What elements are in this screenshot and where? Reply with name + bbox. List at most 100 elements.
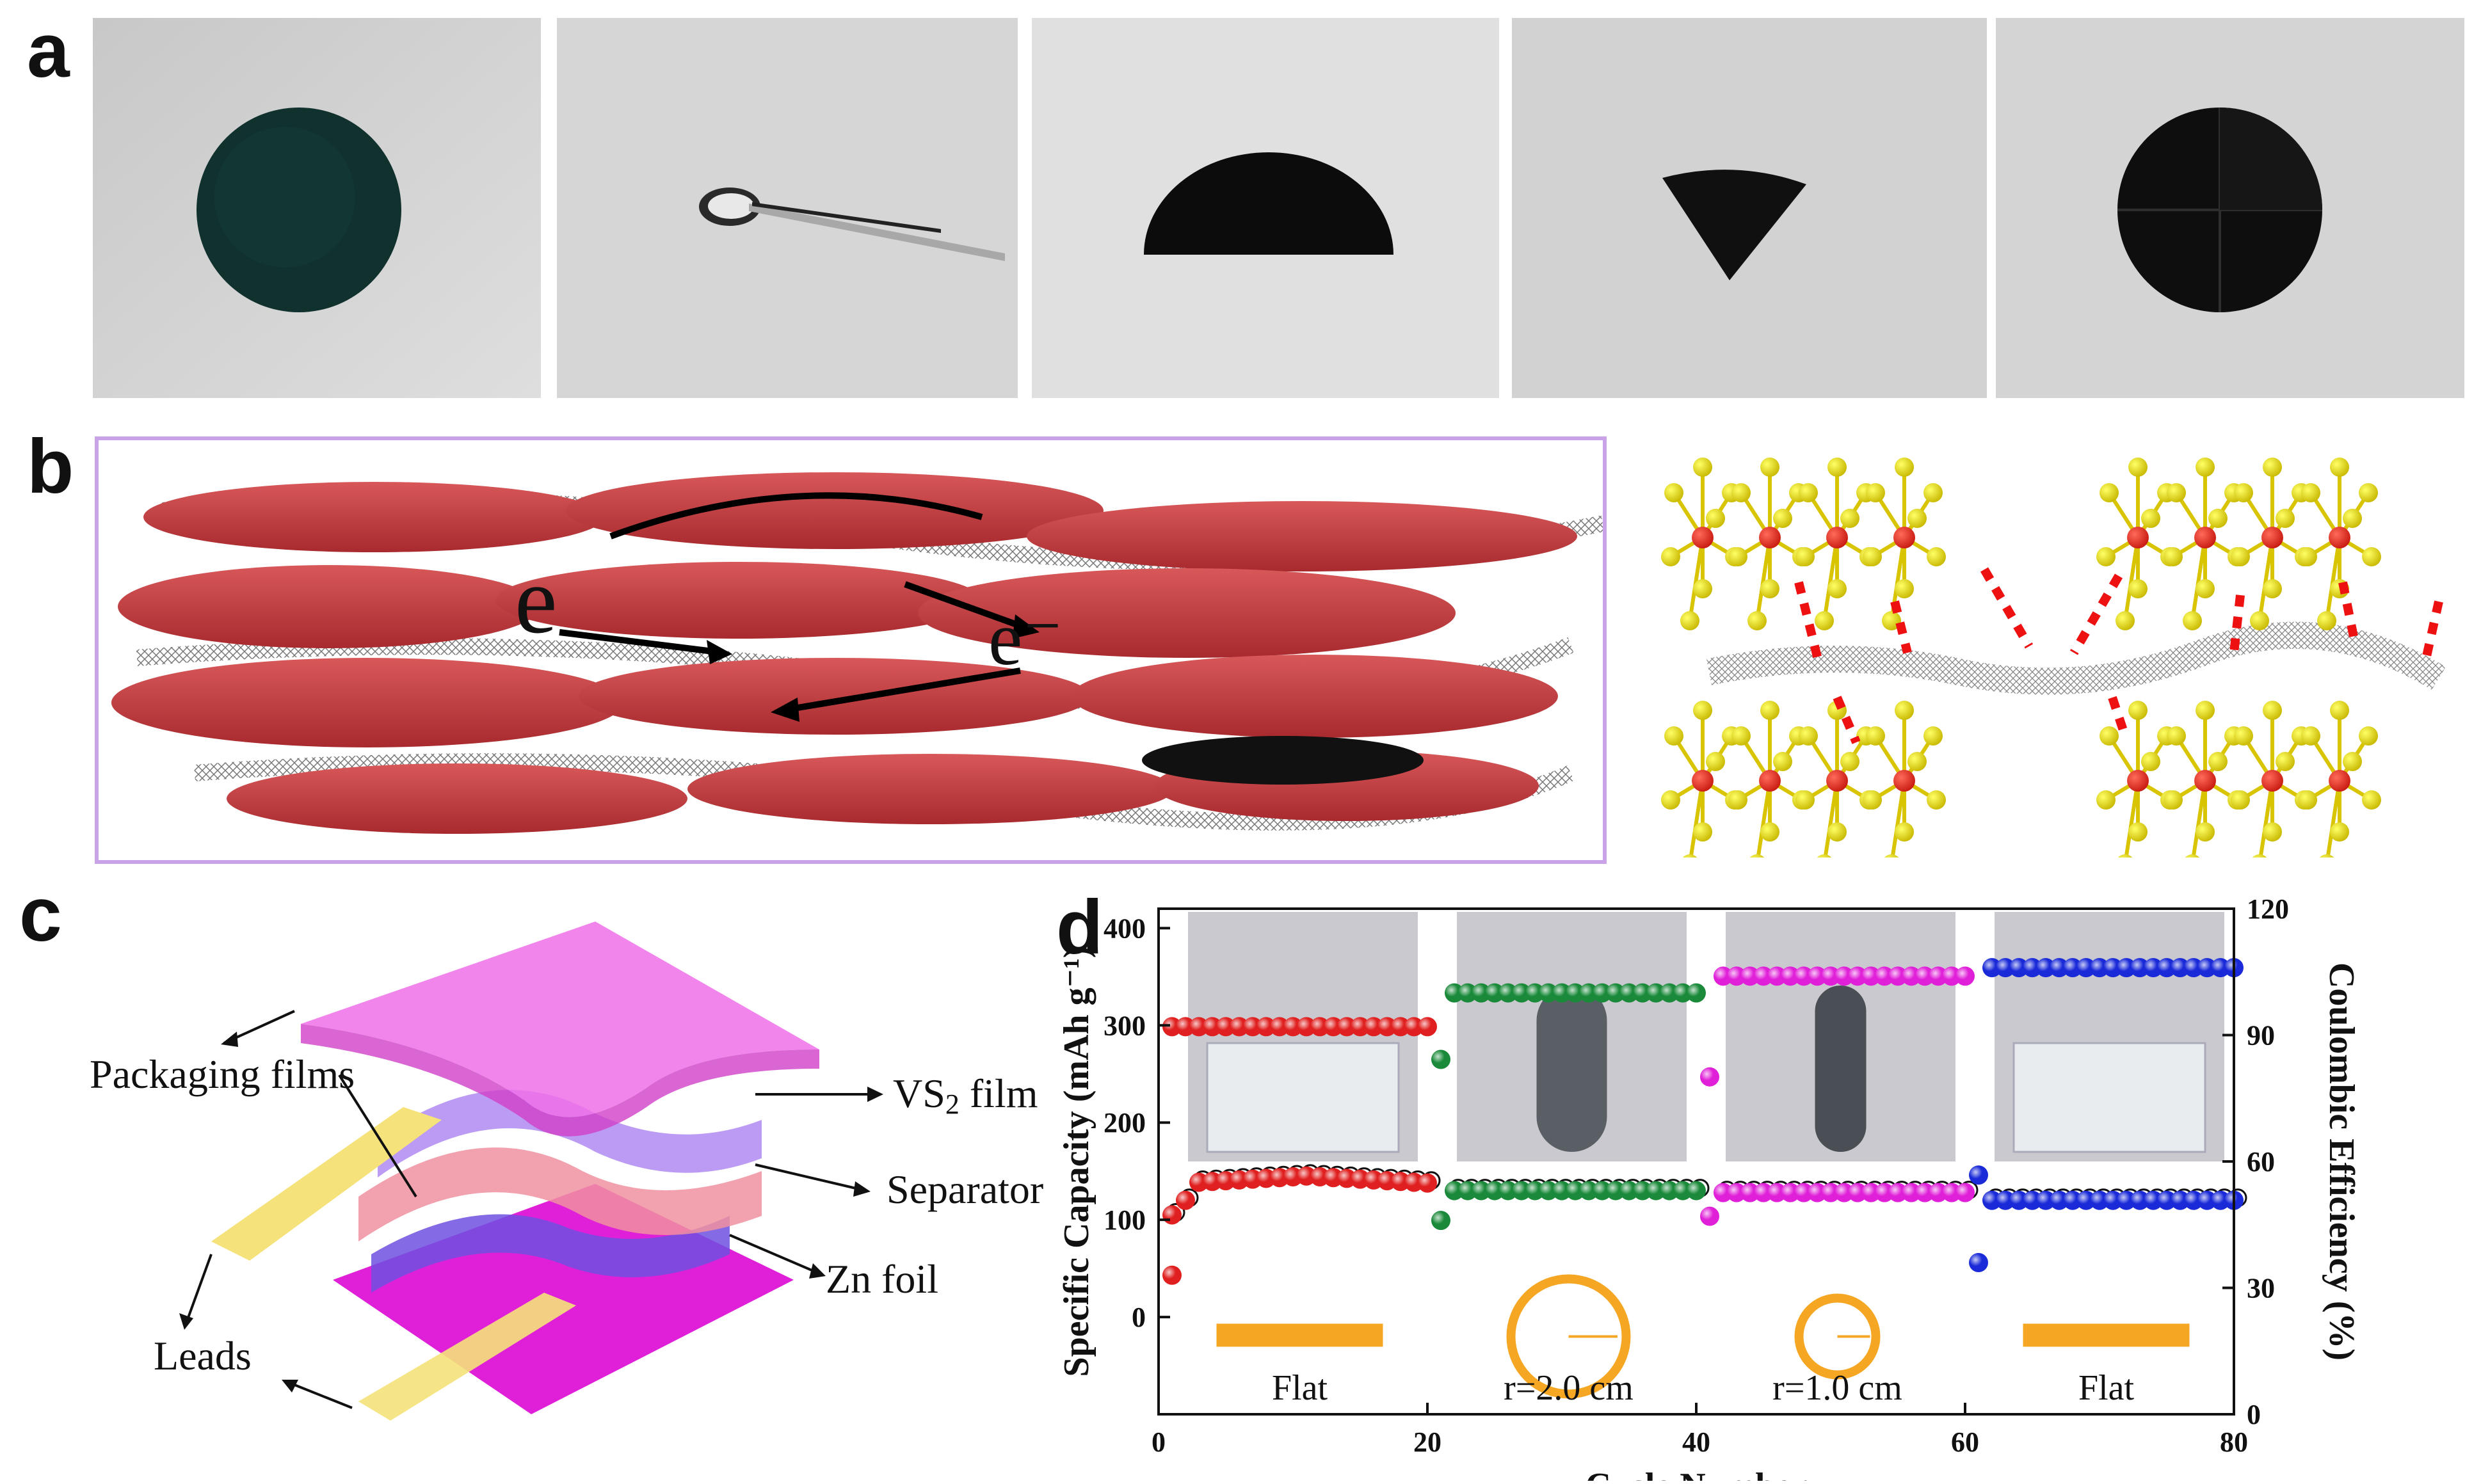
data-point (1619, 983, 1639, 1003)
sulfur-atom (2141, 509, 2160, 528)
sulfur-atom (1840, 752, 1859, 771)
y2-tick-label: 0 (2247, 1399, 2261, 1430)
data-point (1996, 1190, 2015, 1210)
sulfur-atom (2359, 726, 2378, 746)
label-packaging-films: Packaging films (90, 1051, 355, 1097)
data-point (1525, 983, 1545, 1003)
photo-half-fold (1032, 18, 1499, 398)
vanadium-atom (1893, 770, 1915, 792)
sulfur-atom (2096, 790, 2116, 810)
data-point (2157, 958, 2176, 978)
sulfur-atom (1863, 790, 1882, 810)
data-point (1982, 958, 2002, 978)
y-tick-label: 200 (1104, 1107, 1146, 1138)
data-point (1754, 966, 1773, 986)
data-point (2023, 1190, 2042, 1210)
data-point (1176, 1190, 1195, 1210)
data-point (1915, 966, 1934, 986)
data-point (1700, 1206, 1719, 1226)
sulfur-atom (1795, 547, 1815, 566)
data-point (1660, 983, 1679, 1003)
sulfur-atom (2116, 611, 2135, 630)
data-point (1566, 1181, 1585, 1201)
sulfur-atom (2330, 822, 2349, 842)
data-point (1606, 983, 1625, 1003)
data-point (2076, 958, 2096, 978)
label-separator: Separator (887, 1167, 1043, 1212)
sulfur-atom (1693, 822, 1712, 842)
label-leads: Leads (154, 1333, 252, 1378)
data-point (1754, 1183, 1773, 1202)
sulfur-atom (1731, 483, 1751, 502)
data-point (2036, 1190, 2055, 1210)
y2-tick-label: 60 (2247, 1146, 2275, 1177)
vanadium-atom (2194, 770, 2216, 792)
data-point (1472, 1181, 1491, 1201)
data-point (1687, 983, 1706, 1003)
data-point (1162, 1205, 1182, 1225)
data-point (1404, 1017, 1424, 1037)
sulfur-atom (2234, 726, 2253, 746)
sulfur-atom (2330, 701, 2349, 720)
sulfur-atom (1882, 854, 1901, 874)
vanadium-atom (1759, 770, 1781, 792)
sulfur-atom (2276, 752, 2295, 771)
data-point (1848, 966, 1867, 986)
data-point (2050, 958, 2069, 978)
bend-radius-indicator (1506, 1274, 1631, 1399)
data-point (1458, 983, 1477, 1003)
pouch-cell (2012, 1042, 2206, 1153)
sulfur-atom (2128, 458, 2148, 477)
sulfur-atom (2362, 547, 2381, 566)
segment-label: Flat (1272, 1368, 1328, 1408)
sulfur-atom (2317, 611, 2336, 630)
sulfur-atom (1728, 547, 1747, 566)
sulfur-atom (1840, 509, 1859, 528)
sulfur-atom (2250, 854, 2269, 874)
data-point (1633, 1181, 1652, 1201)
sulfur-atom (1815, 854, 1834, 874)
sulfur-atom (1827, 579, 1847, 598)
x-tick-label: 60 (1951, 1426, 1979, 1458)
bent-cell (1815, 985, 1867, 1152)
data-point (2171, 1190, 2190, 1210)
sulfur-atom (2301, 483, 2320, 502)
sulfur-atom (1664, 726, 1683, 746)
vanadium-atom (2261, 527, 2283, 548)
data-point (1498, 983, 1518, 1003)
vanadium-atom (1759, 527, 1781, 548)
chart-x-axis-label: Cycle Number (1586, 1466, 1808, 1481)
data-point (1714, 1183, 1733, 1202)
data-point (2197, 958, 2217, 978)
data-point (1257, 1017, 1276, 1037)
data-point (1525, 1181, 1545, 1201)
segment-label: Flat (2078, 1368, 2135, 1408)
data-point (1794, 1183, 1813, 1202)
pouch-cell (1206, 1042, 1400, 1153)
data-point (1808, 1183, 1827, 1202)
y-tick-label: 0 (1132, 1302, 1146, 1333)
panel-label-d: d (1056, 884, 1104, 970)
data-point (1714, 966, 1733, 986)
data-point (1297, 1017, 1316, 1037)
sulfur-atom (1799, 483, 1818, 502)
x-tick-label: 80 (2220, 1426, 2248, 1458)
x-tick-label: 0 (1152, 1426, 1166, 1458)
data-point (2130, 1190, 2149, 1210)
sulfur-atom (2263, 701, 2282, 720)
sulfur-atom (2208, 752, 2228, 771)
sulfur-atom (1907, 509, 1927, 528)
data-point (2211, 1190, 2230, 1210)
data-point (2184, 958, 2203, 978)
sulfur-atom (1895, 701, 1914, 720)
data-point (1445, 983, 1464, 1003)
data-point (1835, 966, 1854, 986)
data-point (1875, 1183, 1894, 1202)
data-point (1996, 958, 2015, 978)
sulfur-atom (2362, 790, 2381, 810)
data-point (1835, 1183, 1854, 1202)
sulfur-atom (2263, 822, 2282, 842)
data-point (2117, 958, 2136, 978)
data-point (1485, 983, 1504, 1003)
segment-label: r=2.0 cm (1504, 1368, 1634, 1408)
